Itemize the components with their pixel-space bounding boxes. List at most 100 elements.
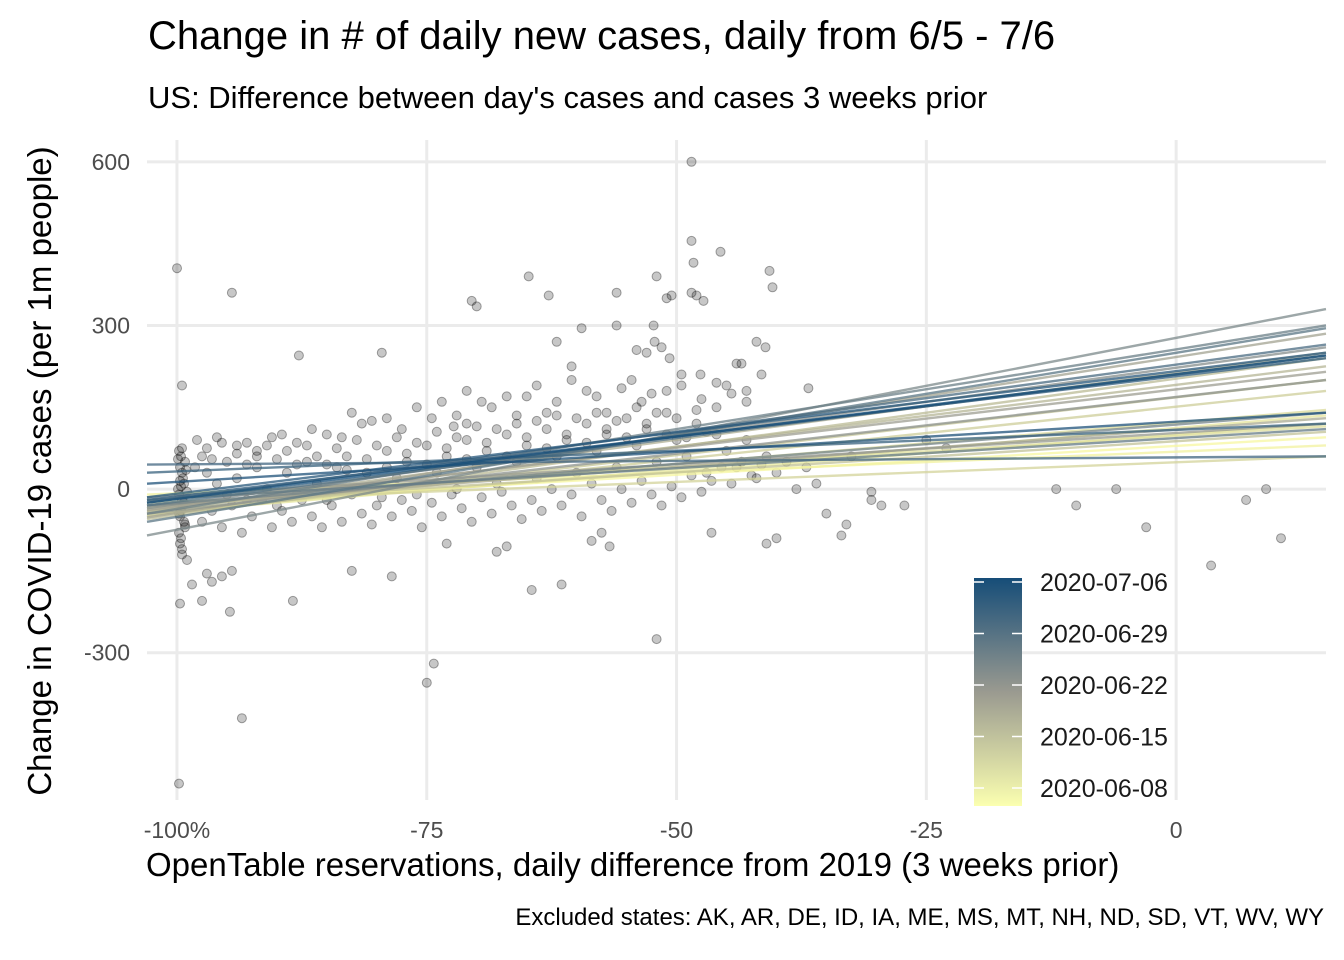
scatter-point (664, 353, 675, 364)
scatter-point (656, 500, 667, 511)
scatter-point (336, 516, 347, 527)
scatter-point (501, 391, 512, 402)
regression-line (146, 370, 1327, 512)
scatter-point (1111, 484, 1122, 495)
scatter-point (511, 410, 522, 421)
scatter-point (381, 413, 392, 424)
scatter-point (501, 429, 512, 440)
scatter-point (206, 576, 217, 587)
scatter-point (376, 347, 387, 358)
scatter-point (486, 402, 497, 413)
scatter-point (431, 426, 442, 437)
scatter-point (1206, 560, 1217, 571)
scatter-points (172, 156, 1286, 789)
regression-lines (146, 307, 1327, 537)
scatter-point (661, 407, 672, 418)
scatter-point (281, 445, 292, 456)
scatter-point (291, 437, 302, 448)
scatter-point (401, 448, 412, 459)
scatter-point (287, 595, 298, 606)
scatter-point (676, 492, 687, 503)
scatter-point (331, 443, 342, 454)
scatter-point (306, 511, 317, 522)
scatter-point (174, 445, 184, 456)
scatter-point (216, 437, 227, 448)
scatter-point (561, 435, 572, 445)
scatter-point (481, 437, 492, 448)
scatter-point (606, 505, 617, 516)
scatter-point (177, 544, 187, 555)
scatter-point (648, 320, 659, 331)
scatter-point (346, 407, 357, 418)
scatter-point (523, 271, 534, 282)
scatter-point (231, 448, 242, 459)
scatter-point (293, 350, 304, 361)
scatter-point (241, 437, 252, 448)
scatter-point (224, 606, 235, 617)
scatter-point (451, 432, 462, 443)
chart-caption: Excluded states: AK, AR, DE, ID, IA, ME,… (515, 904, 1324, 931)
legend-label: 2020-07-06 (1040, 569, 1168, 597)
scatter-point (651, 407, 662, 418)
scatter-point (491, 424, 502, 435)
scatter-point (686, 235, 697, 246)
scatter-point (876, 500, 887, 511)
scatter-point (721, 380, 732, 391)
scatter-point (177, 549, 187, 560)
x-tick-label: -100% (144, 817, 210, 843)
legend-label: 2020-06-22 (1040, 672, 1168, 700)
scatter-point (541, 407, 552, 418)
scatter-point (521, 391, 532, 402)
scatter-point (611, 287, 622, 298)
scatter-point (371, 500, 382, 511)
scatter-point (226, 287, 237, 298)
scatter-point (601, 407, 612, 418)
scatter-point (226, 565, 237, 576)
scatter-point (711, 402, 722, 413)
scatter-point (621, 413, 632, 424)
scatter-point (551, 410, 562, 421)
scatter-point (466, 516, 477, 527)
scatter-point (286, 516, 297, 527)
scatter-point (251, 451, 262, 462)
scatter-point (1051, 484, 1062, 495)
scatter-point (371, 440, 382, 451)
scatter-point (261, 440, 272, 451)
scatter-point (461, 435, 472, 445)
scatter-point (616, 484, 627, 495)
scatter-point (641, 418, 652, 429)
scatter-point (698, 295, 709, 306)
scatter-point (175, 598, 185, 609)
scatter-point (251, 445, 262, 456)
scatter-point (174, 778, 184, 789)
scatter-point (821, 508, 832, 519)
scatter-point (192, 435, 202, 445)
scatter-point (536, 505, 547, 516)
scatter-point (461, 418, 472, 429)
scatter-point (736, 358, 747, 369)
scatter-point (1261, 484, 1272, 495)
color-legend: 2020-07-06 2020-06-29 2020-06-22 2020-06-15… (974, 569, 1168, 806)
scatter-point (731, 358, 742, 369)
scatter-point (366, 415, 377, 426)
scatter-point (811, 478, 822, 489)
scatter-point (421, 677, 432, 688)
scatter-point (316, 522, 327, 533)
scatter-point (676, 369, 687, 380)
scatter-point (581, 385, 592, 396)
scatter-point (691, 290, 702, 301)
legend-label: 2020-06-15 (1040, 724, 1168, 752)
chart-subtitle: US: Difference between day's cases and c… (148, 80, 988, 115)
scatter-point (421, 440, 432, 451)
scatter-point (631, 345, 642, 355)
regression-line (146, 455, 1327, 466)
scatter-point (626, 375, 637, 385)
scatter-point (741, 385, 752, 396)
scatter-point (197, 451, 207, 462)
scatter-point (175, 538, 185, 549)
scatter-point (764, 265, 775, 276)
scatter-point (551, 336, 562, 347)
scatter-point (581, 418, 592, 429)
scatter-point (173, 454, 183, 465)
scatter-point (1141, 522, 1152, 533)
